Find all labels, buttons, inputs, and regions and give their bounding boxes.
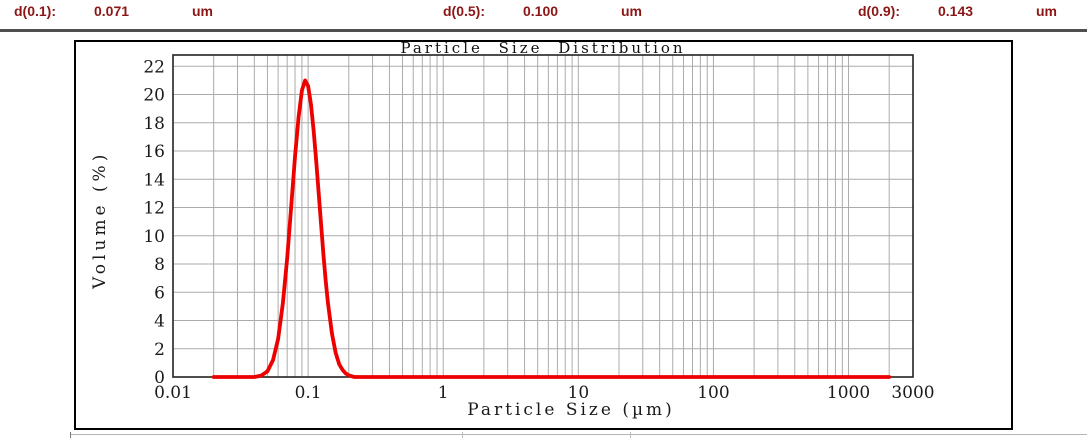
x-tick-label: 1 [438,383,449,403]
x-tick-label: 0.1 [295,383,322,403]
header-divider [0,29,1087,32]
y-tick-label: 10 [143,227,165,247]
chart-title: Particle Size Distribution [400,39,686,57]
x-tick-label: 10 [568,383,590,403]
y-tick-label: 8 [154,255,165,275]
next-section-tick [462,432,463,438]
stat-value: 0.143 [938,3,974,19]
stat-label: d(0.1): [14,3,56,19]
plot-frame [172,54,914,378]
y-tick-label: 2 [154,340,165,360]
y-tick-label: 16 [143,142,165,162]
stat-value: 0.100 [523,3,559,19]
stat-unit: um [1036,3,1057,19]
stat-label: d(0.9): [858,3,900,19]
y-axis-title: Volume (%) [90,150,110,289]
next-section-tick [70,432,71,438]
stat-d50: d(0.5): 0.100 um [443,3,642,19]
y-tick-label: 20 [143,86,165,106]
volume-curve [211,78,892,379]
x-axis-title: Particle Size (µm) [467,400,675,420]
x-tick-label: 1000 [827,383,870,403]
chart-frame: Particle Size Distribution 0 2 4 6 8 10 12 14 16… [74,40,1013,430]
stat-unit: um [192,3,213,19]
x-tick-label: 3000 [891,383,934,403]
percentile-stats: d(0.1): 0.071 um d(0.5): 0.100 um d(0.9): 0.1… [0,0,1087,28]
y-tick-label: 12 [143,199,165,219]
y-tick-label: 0 [154,368,165,388]
x-tick-label: 0.01 [154,383,192,403]
y-tick-label: 6 [154,283,165,303]
stat-d90: d(0.9): 0.143 um [858,3,1057,19]
y-tick-label: 22 [143,57,165,77]
next-section-tick [630,432,631,438]
next-section-top-edge [70,434,1087,435]
stat-d10: d(0.1): 0.071 um [14,3,213,19]
stat-unit: um [621,3,642,19]
stat-label: d(0.5): [443,3,485,19]
y-tick-label: 14 [143,170,165,190]
stat-value: 0.071 [94,3,130,19]
distribution-plot: 0 2 4 6 8 10 12 14 16 18 20 22 0.01 0.1 1 10 100 1000 3000 [143,54,935,403]
y-tick-label: 18 [143,114,165,134]
y-tick-label: 4 [154,312,165,332]
x-tick-label: 100 [697,383,729,403]
